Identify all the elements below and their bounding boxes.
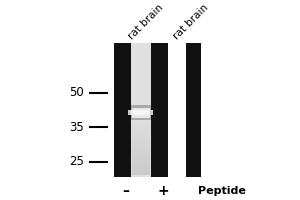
Bar	[132, 125, 150, 128]
Bar	[132, 119, 150, 122]
Bar	[132, 169, 150, 172]
Bar	[131, 110, 151, 115]
Text: 35: 35	[70, 121, 84, 134]
Bar	[132, 131, 150, 133]
Bar	[132, 128, 150, 131]
Text: rat brain: rat brain	[127, 2, 166, 41]
Bar	[152, 43, 168, 177]
Bar	[130, 105, 152, 120]
Bar	[132, 167, 150, 169]
Bar	[132, 172, 150, 175]
Text: rat brain: rat brain	[171, 2, 210, 41]
Bar	[150, 110, 153, 115]
Bar	[130, 43, 152, 177]
Text: 25: 25	[69, 155, 84, 168]
Bar	[132, 164, 150, 167]
Bar	[132, 150, 150, 153]
Text: –: –	[123, 184, 130, 198]
Bar	[132, 139, 150, 142]
Text: 50: 50	[70, 86, 84, 99]
Bar	[132, 122, 150, 125]
Bar	[132, 156, 150, 158]
Bar	[132, 108, 150, 118]
Bar	[186, 43, 201, 177]
Bar	[132, 144, 150, 147]
Text: Peptide: Peptide	[198, 186, 246, 196]
Bar	[132, 133, 150, 136]
Text: +: +	[158, 184, 169, 198]
Bar	[128, 110, 131, 115]
Bar	[132, 142, 150, 144]
Bar	[132, 147, 150, 150]
Bar	[132, 158, 150, 161]
Bar	[132, 153, 150, 156]
Bar	[114, 43, 130, 177]
Bar	[132, 161, 150, 164]
Bar	[132, 136, 150, 139]
